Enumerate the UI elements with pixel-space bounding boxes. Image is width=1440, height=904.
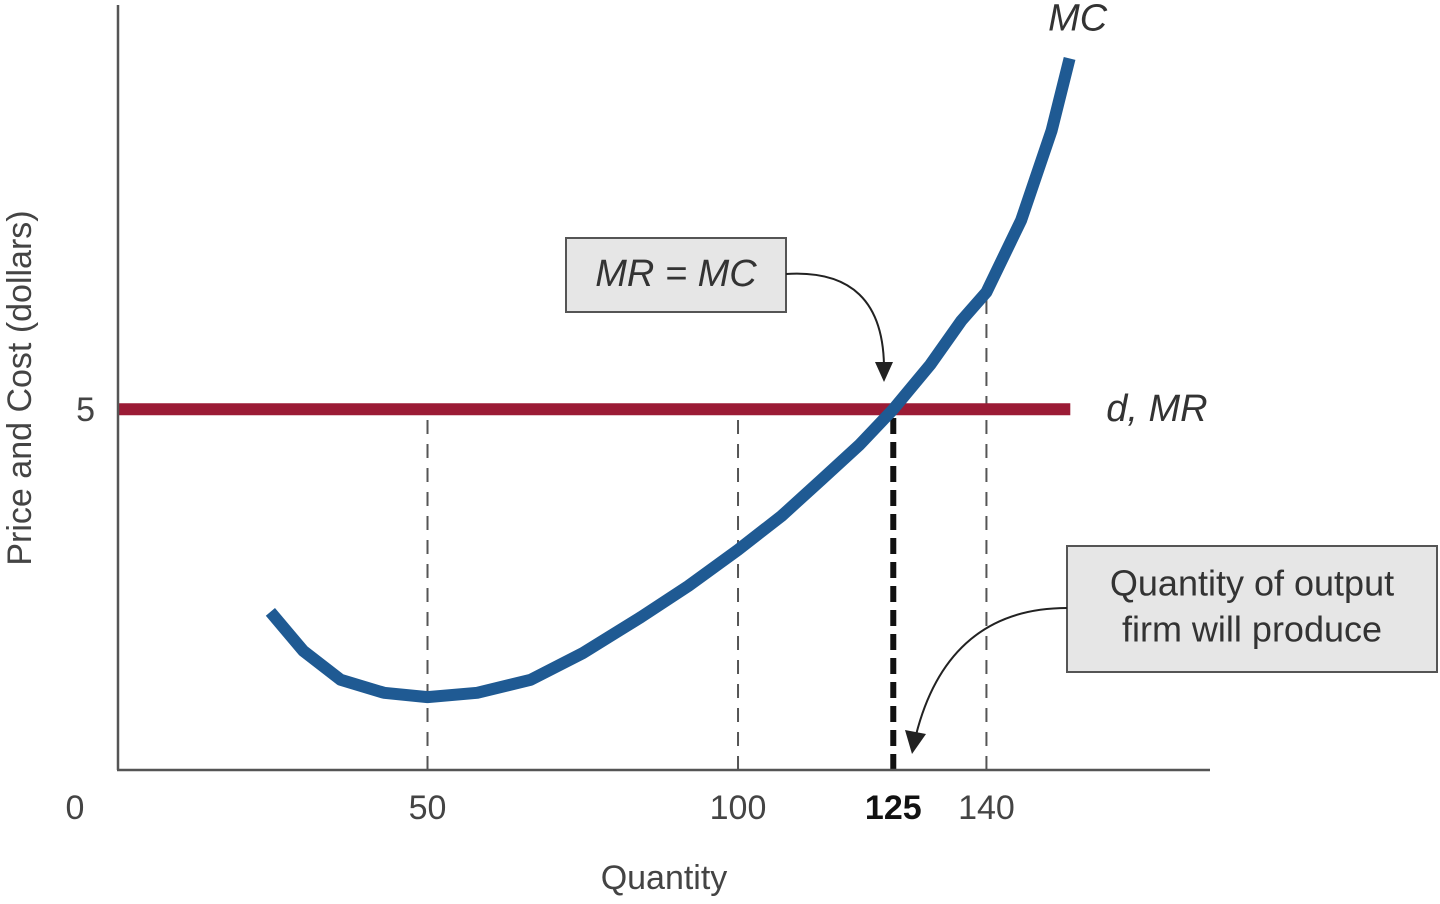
x-tick-label: 125 xyxy=(865,789,922,827)
y-axis-label: Price and Cost (dollars) xyxy=(1,210,39,565)
x-tick-label: 100 xyxy=(710,789,767,827)
annotation-text: MR = MC xyxy=(595,253,757,295)
annotation-arrow xyxy=(915,607,1068,736)
series-line xyxy=(265,56,1076,704)
arrow-head xyxy=(875,362,893,382)
annotation-text: Quantity of output xyxy=(1110,563,1394,604)
y-tick-label: 5 xyxy=(76,391,95,429)
series-label: d, MR xyxy=(1106,388,1207,430)
annotation-box xyxy=(565,237,787,313)
annotation-text: firm will produce xyxy=(1122,609,1382,650)
x-tick-label: 50 xyxy=(409,789,447,827)
x-tick-label: 140 xyxy=(958,789,1015,827)
series-label: MC xyxy=(1048,0,1108,39)
x-tick-label: 0 xyxy=(66,789,85,827)
annotation-arrow xyxy=(785,272,886,373)
arrow-head xyxy=(905,730,926,754)
x-axis-label: Quantity xyxy=(601,859,728,897)
